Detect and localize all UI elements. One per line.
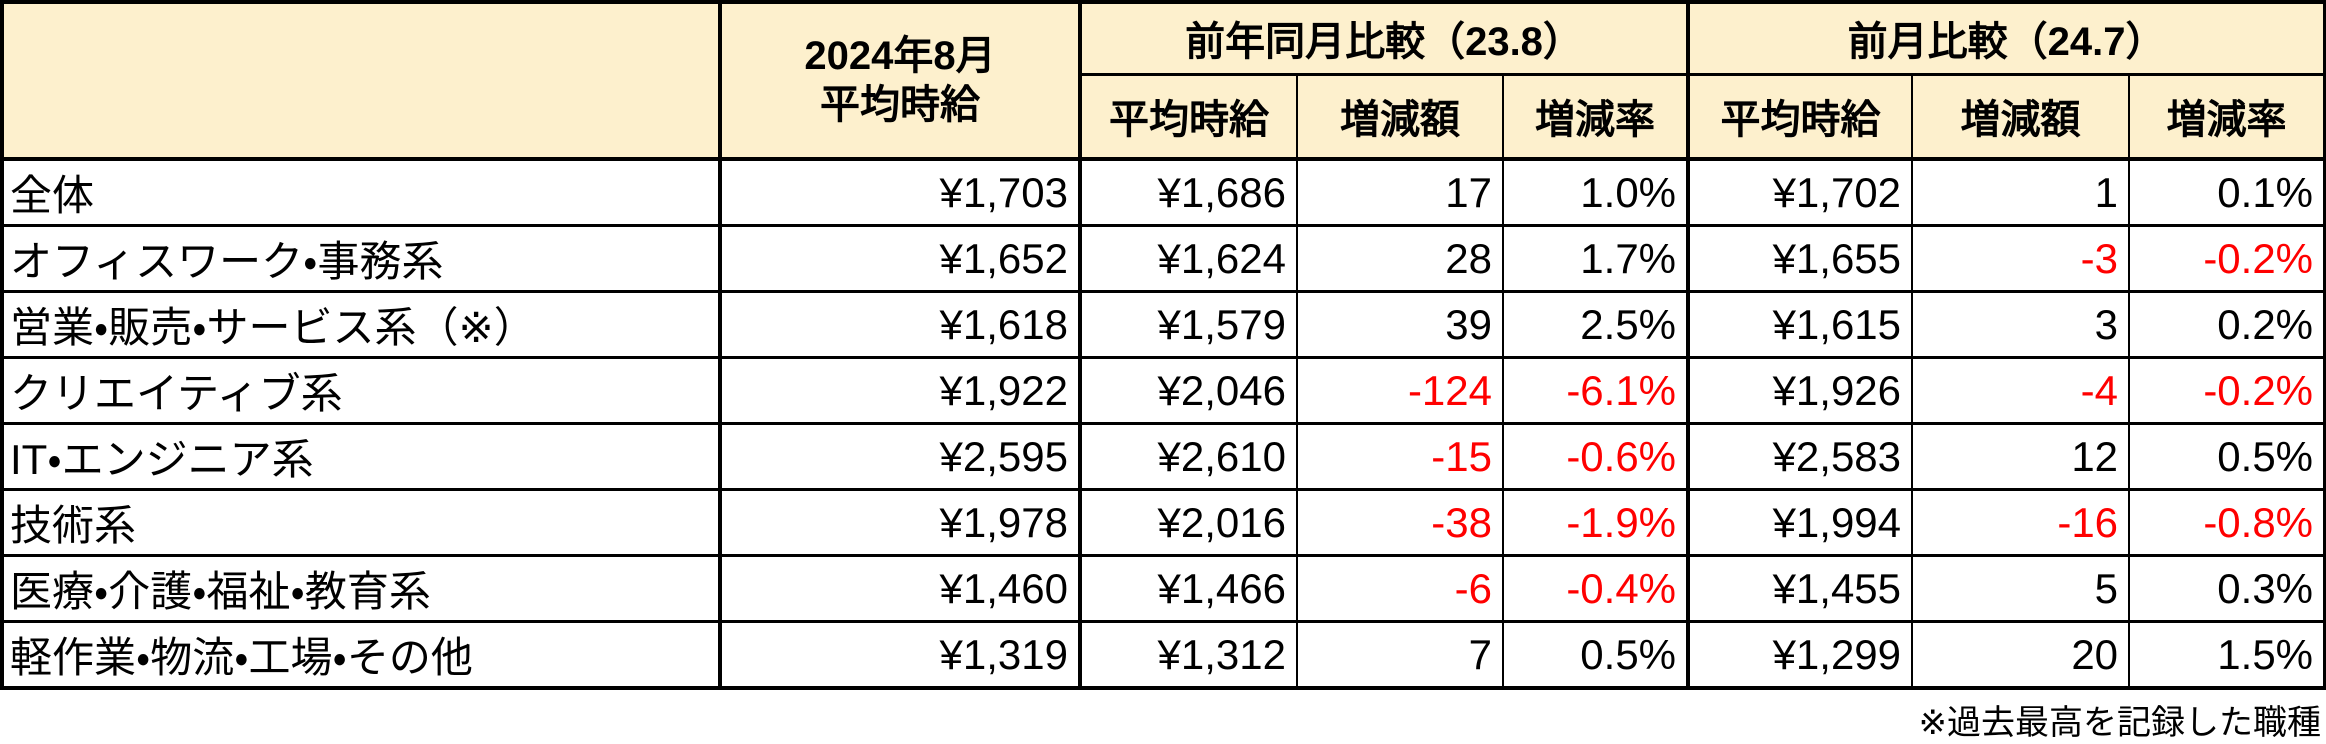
mom-rate-cell: 1.5% <box>2128 620 2326 690</box>
yoy-wage-cell: ¥1,624 <box>1078 224 1298 293</box>
table-row: 軽作業・物流・工場・その他 ¥1,319 ¥1,312 7 0.5% ¥1,29… <box>1 620 2326 690</box>
yoy-avg-header: 平均時給 <box>1078 72 1298 161</box>
mom-rate-cell: 0.2% <box>2128 290 2326 359</box>
table-row: クリエイティブ系 ¥1,922 ¥2,046 -124 -6.1% ¥1,926… <box>1 356 2326 425</box>
table-row: オフィスワーク・事務系 ¥1,652 ¥1,624 28 1.7% ¥1,655… <box>1 224 2326 293</box>
aug-wage-cell: ¥1,618 <box>718 290 1081 359</box>
footnote: ※過去最高を記録した職種 <box>1918 704 2322 742</box>
mom-rate-cell: -0.8% <box>2128 488 2326 557</box>
mom-rate-cell: 0.5% <box>2128 422 2326 491</box>
mom-rate-cell: -0.2% <box>2128 356 2326 425</box>
yoy-amount-cell: -124 <box>1296 356 1504 425</box>
yoy-wage-cell: ¥2,046 <box>1078 356 1298 425</box>
mom-rate-cell: 0.1% <box>2128 157 2326 227</box>
category-cell: 営業・販売・サービス系（※） <box>1 290 721 359</box>
category-cell: 技術系 <box>1 488 721 557</box>
yoy-wage-cell: ¥2,016 <box>1078 488 1298 557</box>
aug-wage-cell: ¥2,595 <box>718 422 1081 491</box>
yoy-rate-cell: -1.9% <box>1501 488 1690 557</box>
table-header: 2024年8月 平均時給 前年同月比較（23.8） 前月比較（24.7） 平均時… <box>1 0 2326 161</box>
yoy-rate-cell: -0.6% <box>1501 422 1690 491</box>
aug-wage-cell: ¥1,703 <box>718 157 1081 227</box>
mom-wage-cell: ¥1,994 <box>1686 488 1914 557</box>
mom-rate-cell: 0.3% <box>2128 554 2326 623</box>
yoy-rate-cell: 1.7% <box>1501 224 1690 293</box>
yoy-rate-cell: -6.1% <box>1501 356 1690 425</box>
mom-wage-cell: ¥1,655 <box>1686 224 1914 293</box>
yoy-wage-cell: ¥1,466 <box>1078 554 1298 623</box>
table-row: 医療・介護・福祉・教育系 ¥1,460 ¥1,466 -6 -0.4% ¥1,4… <box>1 554 2326 623</box>
yoy-rate-cell: 0.5% <box>1501 620 1690 690</box>
yoy-rate-cell: -0.4% <box>1501 554 1690 623</box>
sub-header-row: 平均時給 増減額 増減率 平均時給 増減額 増減率 <box>2 72 2326 161</box>
table-row: IT・エンジニア系 ¥2,595 ¥2,610 -15 -0.6% ¥2,583… <box>1 422 2326 491</box>
mom-avg-header: 平均時給 <box>1686 72 1914 161</box>
category-header-cell <box>1 0 721 161</box>
mom-wage-cell: ¥1,455 <box>1686 554 1914 623</box>
yoy-rate-header: 増減率 <box>1501 72 1690 161</box>
mom-amount-cell: 5 <box>1911 554 2131 623</box>
yoy-amount-header: 増減額 <box>1296 72 1504 161</box>
yoy-amount-cell: 7 <box>1296 620 1504 690</box>
yoy-amount-cell: 17 <box>1296 157 1504 227</box>
table-row: 営業・販売・サービス系（※） ¥1,618 ¥1,579 39 2.5% ¥1,… <box>1 290 2326 359</box>
aug-wage-cell: ¥1,652 <box>718 224 1081 293</box>
yoy-rate-cell: 1.0% <box>1501 157 1690 227</box>
aug-wage-cell: ¥1,978 <box>718 488 1081 557</box>
category-cell: クリエイティブ系 <box>1 356 721 425</box>
aug-wage-cell: ¥1,460 <box>718 554 1081 623</box>
category-cell: IT・エンジニア系 <box>1 422 721 491</box>
table-body: 全体 ¥1,703 ¥1,686 17 1.0% ¥1,702 1 0.1% オ… <box>1 157 2326 690</box>
category-cell: 医療・介護・福祉・教育系 <box>1 554 721 623</box>
mom-wage-cell: ¥2,583 <box>1686 422 1914 491</box>
aug-header-line2: 平均時給 <box>820 82 980 127</box>
yoy-rate-cell: 2.5% <box>1501 290 1690 359</box>
aug-2024-header-cell: 2024年8月 平均時給 <box>718 0 1081 161</box>
group-header-row: 2024年8月 平均時給 前年同月比較（23.8） 前月比較（24.7） <box>1 0 2326 161</box>
mom-rate-header: 増減率 <box>2128 72 2326 161</box>
mom-wage-cell: ¥1,926 <box>1686 356 1914 425</box>
mom-amount-header: 増減額 <box>1911 72 2131 161</box>
mom-amount-cell: -3 <box>1911 224 2131 293</box>
aug-header-line1: 2024年8月 <box>804 33 996 78</box>
yoy-wage-cell: ¥2,610 <box>1078 422 1298 491</box>
yoy-group-header: 前年同月比較（23.8） <box>1077 0 1690 76</box>
aug-wage-cell: ¥1,319 <box>718 620 1081 690</box>
yoy-wage-cell: ¥1,579 <box>1078 290 1298 359</box>
mom-amount-cell: 3 <box>1911 290 2131 359</box>
mom-wage-cell: ¥1,299 <box>1686 620 1914 690</box>
yoy-wage-cell: ¥1,312 <box>1078 620 1298 690</box>
mom-group-header: 前月比較（24.7） <box>1686 0 2326 76</box>
mom-wage-cell: ¥1,702 <box>1686 157 1914 227</box>
mom-amount-cell: 1 <box>1911 157 2131 227</box>
mom-amount-cell: -16 <box>1911 488 2131 557</box>
mom-rate-cell: -0.2% <box>2128 224 2326 293</box>
yoy-wage-cell: ¥1,686 <box>1078 157 1298 227</box>
mom-amount-cell: 12 <box>1911 422 2131 491</box>
table-row: 技術系 ¥1,978 ¥2,016 -38 -1.9% ¥1,994 -16 -… <box>1 488 2326 557</box>
category-cell: 軽作業・物流・工場・その他 <box>1 620 721 690</box>
wage-comparison-table: 2024年8月 平均時給 前年同月比較（23.8） 前月比較（24.7） 平均時… <box>0 0 2326 690</box>
yoy-amount-cell: -15 <box>1296 422 1504 491</box>
category-cell: オフィスワーク・事務系 <box>1 224 721 293</box>
yoy-amount-cell: -6 <box>1296 554 1504 623</box>
yoy-amount-cell: 28 <box>1296 224 1504 293</box>
mom-wage-cell: ¥1,615 <box>1686 290 1914 359</box>
category-cell: 全体 <box>1 157 721 227</box>
yoy-amount-cell: -38 <box>1296 488 1504 557</box>
mom-amount-cell: -4 <box>1911 356 2131 425</box>
table-row: 全体 ¥1,703 ¥1,686 17 1.0% ¥1,702 1 0.1% <box>1 157 2326 227</box>
mom-amount-cell: 20 <box>1911 620 2131 690</box>
yoy-amount-cell: 39 <box>1296 290 1504 359</box>
aug-wage-cell: ¥1,922 <box>718 356 1081 425</box>
